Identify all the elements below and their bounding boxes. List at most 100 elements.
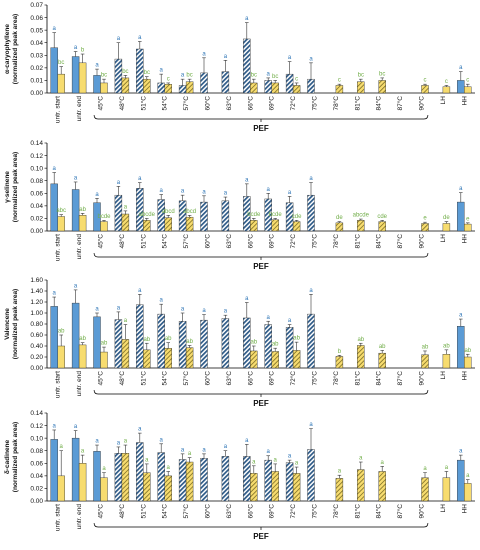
bar-yellow [100,477,108,502]
significance-letter: a [124,204,128,210]
bar-yellow [464,483,472,502]
significance-letter: a [181,189,185,195]
bar-yellow [292,85,301,94]
significance-letter: bcde [269,212,283,218]
x-tick-label: 87°C [396,504,404,519]
x-tick-label: 66°C [246,504,254,519]
pef-label: PEF [253,399,269,408]
bar-blue [200,72,208,94]
significance-letter: ab [422,344,429,350]
bar-yellow [250,82,258,94]
significance-letter: bc [186,73,192,79]
bar-blue [93,75,101,94]
bar-blue [307,313,315,369]
significance-letter: c [338,78,341,84]
chart-panel-4: 0.00 0.02 0.04 0.06 0.08 0.10 0.12 0.14 δ-cadine… [4,410,475,541]
pef-bracket [93,114,429,120]
significance-letter: ab [250,340,257,346]
bar-blue [114,58,123,94]
significance-letter: a [181,73,185,79]
bar-yellow [100,351,108,369]
significance-letter: ab [293,336,300,342]
y-tick-label: 0.07 [30,2,43,9]
significance-letter: a [466,473,470,479]
y-tick-label: 0.14 [30,140,43,147]
y-tick-label: 0.40 [30,343,43,350]
x-tick-label: 54°C [161,96,169,111]
bar-yellow [271,471,279,502]
y-tick-label: 0.12 [30,423,43,430]
bar-yellow [57,73,65,94]
x-tick-label: 81°C [353,504,361,519]
bar-blue [307,78,315,94]
x-tick-label: 45°C [97,371,105,386]
bar-blue [157,313,165,369]
significance-letter: a [160,188,164,194]
bar-blue [71,56,80,94]
x-tick-label: 54°C [161,234,169,249]
bar-yellow [57,216,65,232]
bar-blue [457,459,465,502]
bar-yellow [78,215,87,232]
y-tick-label: 0.10 [30,165,43,172]
x-tick-label: 63°C [225,371,233,386]
bar-blue [243,317,251,369]
x-tick-label: 60°C [204,96,212,111]
significance-letter: b [81,48,85,54]
significance-letter: a [224,191,228,197]
y-tick-label: 0.01 [30,78,43,85]
x-tick-label: 66°C [246,371,254,386]
y-tick-label: 0.05 [30,27,43,34]
bar-blue [221,318,230,369]
significance-letter: bc [101,73,107,79]
significance-letter: ab [79,336,86,342]
bar-yellow [464,86,472,94]
significance-letter: abcde [353,213,370,219]
x-tick-label: 51°C [139,96,147,111]
chart-panel-1: 0.00 0.01 0.02 0.03 0.04 0.05 0.06 0.07 α-caryop… [4,2,475,133]
chart-panel-2: 0.00 0.02 0.04 0.06 0.08 0.10 0.12 0.14 γ-seline… [4,140,475,271]
significance-letter: a [74,283,78,289]
significance-letter: a [245,438,249,444]
x-tick-label: untr. end [76,96,83,122]
significance-letter: a [138,35,142,41]
significance-letter: abc [56,208,66,214]
x-tick-label: LH [440,96,447,105]
significance-letter: c [424,78,427,84]
x-tick-label: 51°C [139,371,147,386]
significance-letter: ab [186,339,193,345]
x-tick-label: 90°C [418,371,426,386]
bar-yellow [121,77,130,94]
bar-blue [285,73,294,94]
y-tick-label: 0.20 [30,354,43,361]
x-tick-label: 75°C [311,234,319,249]
x-tick-label: 57°C [182,234,190,249]
bar-yellow [143,349,151,369]
significance-letter: a [381,460,385,466]
significance-letter: a [267,187,271,193]
x-tick-label: 45°C [97,234,105,249]
significance-letter: c [466,78,469,84]
bar-yellow [357,469,365,502]
bar-blue [307,194,315,232]
significance-letter: bc [272,74,278,80]
bar-yellow [143,220,151,232]
y-tick-label: 1.20 [30,299,43,306]
bar-blue [243,456,251,502]
significance-letter: a [138,427,142,433]
significance-letter: a [288,55,292,61]
significance-letter: a [74,45,78,51]
significance-letter: a [288,454,292,460]
significance-letter: a [145,457,149,463]
significance-letter: a [181,307,185,313]
pef-bracket [93,522,429,528]
x-tick-label: 84°C [375,371,383,386]
bar-yellow [164,475,172,502]
bar-blue [71,302,80,369]
pef-label: PEF [253,124,269,133]
y-axis-title: α-caryophyllene [4,24,11,74]
bar-blue [71,437,80,502]
significance-letter: a [224,309,228,315]
y-axis-title: Valencene [4,308,11,340]
